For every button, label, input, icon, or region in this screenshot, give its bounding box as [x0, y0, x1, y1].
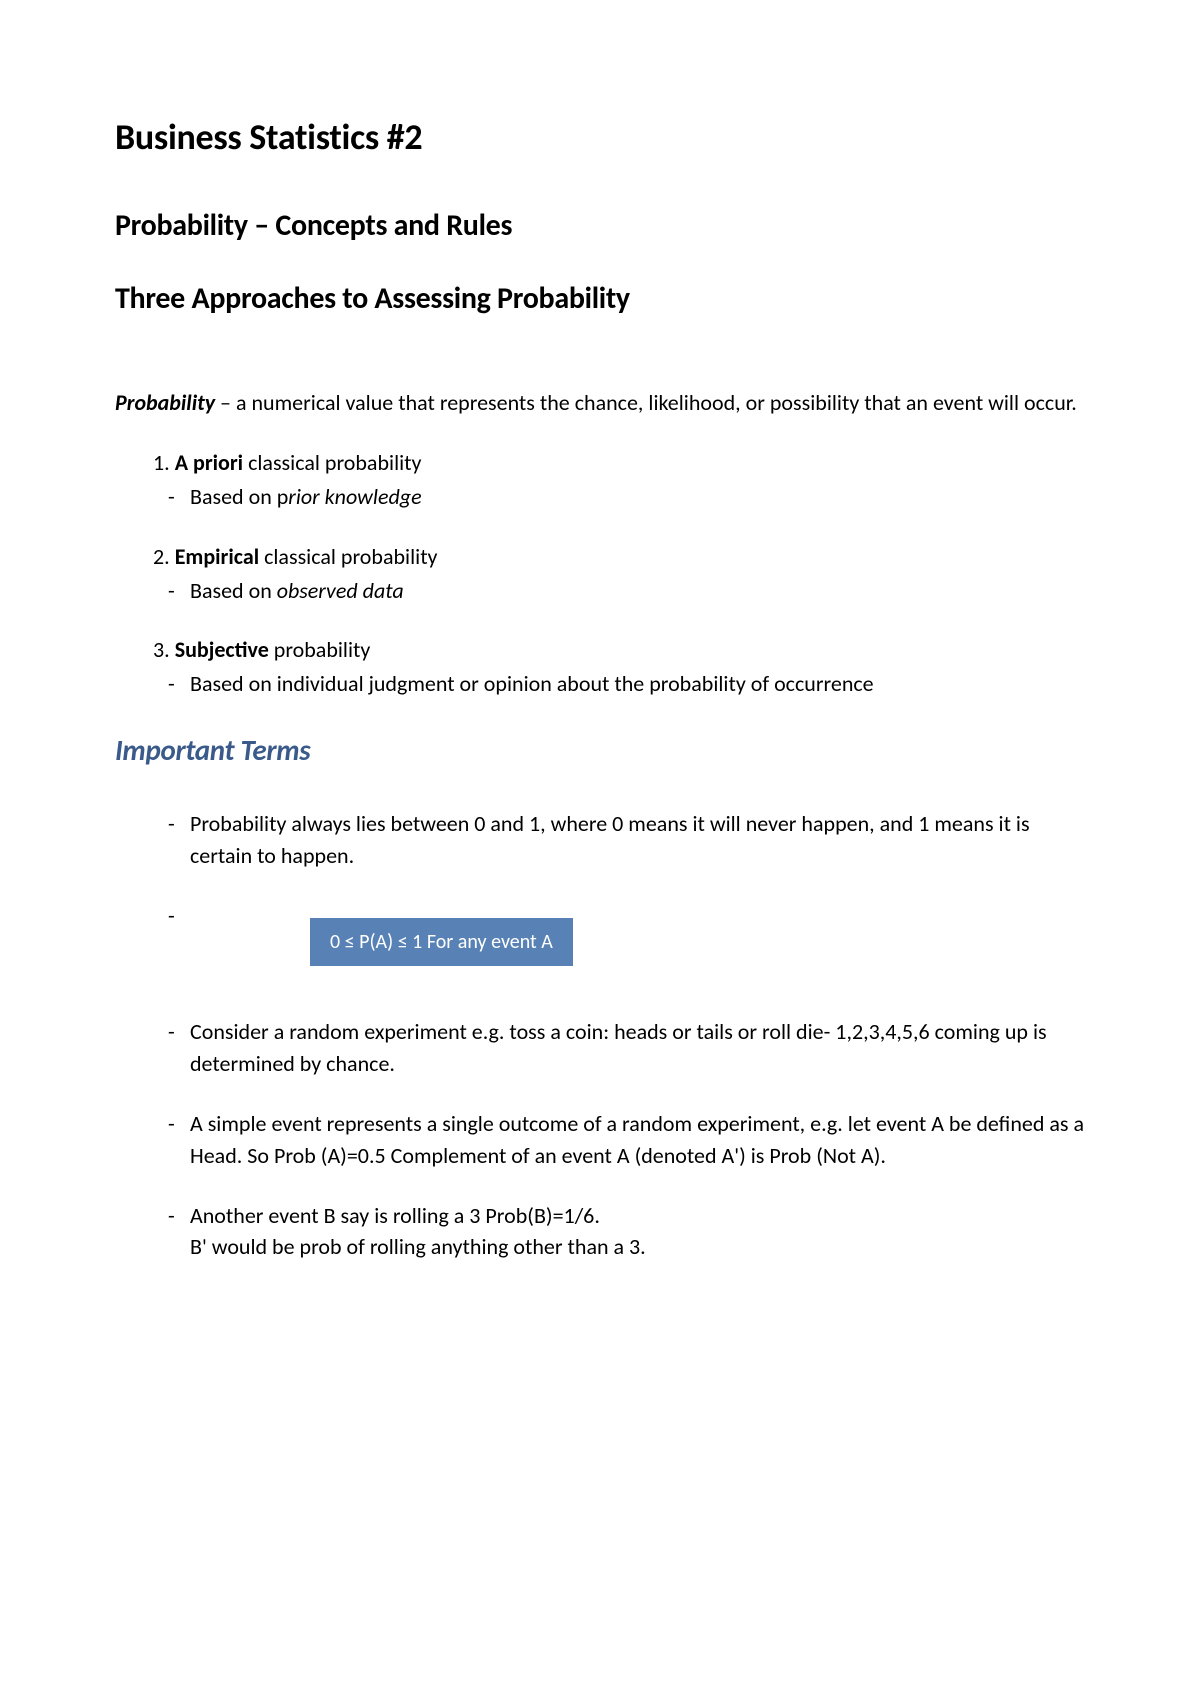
sub-bullet-item: Based on individual judgment or opinion … — [190, 668, 1085, 700]
sub-bullet-list: Based on individual judgment or opinion … — [153, 668, 1085, 700]
empty-dash — [190, 900, 1085, 910]
definition-text: – a numerical value that represents the … — [215, 389, 1077, 416]
approach-bold: Subjective — [175, 636, 269, 663]
list-number: 3. — [153, 636, 170, 663]
formula-box: 0 ≤ P(A) ≤ 1 For any event A — [310, 918, 573, 966]
list-number: 2. — [153, 543, 170, 570]
term-item: A simple event represents a single outco… — [190, 1108, 1085, 1172]
approaches-list: 1. A priori classical probability Based … — [115, 447, 1085, 700]
important-terms-title: Important Terms — [115, 732, 1085, 768]
sub-prefix: Based on individual judgment or opinion … — [190, 670, 874, 697]
definition-paragraph: Probability – a numerical value that rep… — [115, 387, 1085, 419]
sub-prefix: Based on p — [190, 483, 288, 510]
definition-term: Probability — [115, 389, 215, 416]
term-line-2: B' would be prob of rolling anything oth… — [190, 1231, 1085, 1263]
list-number: 1. — [153, 449, 170, 476]
term-item: Consider a random experiment e.g. toss a… — [190, 1016, 1085, 1080]
sub-bullet-item: Based on prior knowledge — [190, 481, 1085, 513]
sub-bullet-item: Based on observed data — [190, 575, 1085, 607]
sub-bullet-list: Based on prior knowledge — [153, 481, 1085, 513]
formula-container: 0 ≤ P(A) ≤ 1 For any event A — [115, 918, 1085, 986]
approach-rest: classical probability — [243, 449, 421, 476]
approach-rest: classical probability — [259, 543, 437, 570]
sub-italic: observed data — [277, 577, 404, 604]
term-item: Another event B say is rolling a 3 Prob(… — [190, 1200, 1085, 1264]
section-title: Probability – Concepts and Rules — [115, 207, 1085, 244]
terms-list-bottom: Consider a random experiment e.g. toss a… — [115, 1016, 1085, 1263]
terms-list-top: Probability always lies between 0 and 1,… — [115, 808, 1085, 910]
approach-rest: probability — [269, 636, 371, 663]
sub-prefix: Based on — [190, 577, 277, 604]
subsection-title: Three Approaches to Assessing Probabilit… — [115, 280, 1085, 317]
approach-bold: Empirical — [175, 543, 259, 570]
approach-item-1: 1. A priori classical probability Based … — [153, 447, 1085, 513]
term-line-1: Another event B say is rolling a 3 Prob(… — [190, 1202, 600, 1229]
term-item: Probability always lies between 0 and 1,… — [190, 808, 1085, 872]
approach-bold: A priori — [175, 449, 243, 476]
main-title: Business Statistics #2 — [115, 115, 1085, 159]
approach-item-3: 3. Subjective probability Based on indiv… — [153, 634, 1085, 700]
sub-bullet-list: Based on observed data — [153, 575, 1085, 607]
approach-item-2: 2. Empirical classical probability Based… — [153, 541, 1085, 607]
sub-italic: rior knowledge — [288, 483, 421, 510]
